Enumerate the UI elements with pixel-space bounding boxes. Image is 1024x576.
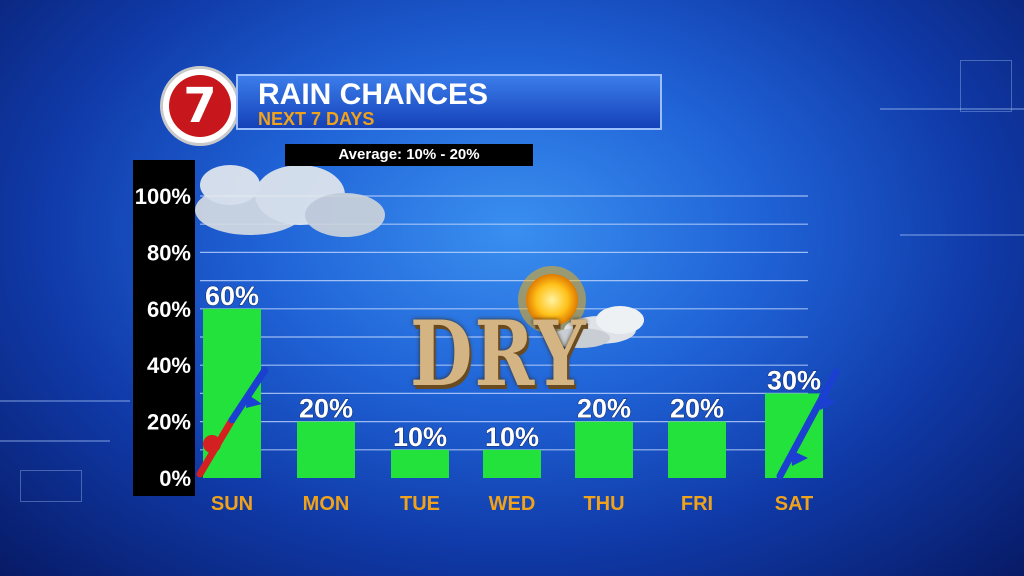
page-subtitle: NEXT 7 DAYS: [258, 109, 375, 129]
day-label: THU: [583, 493, 624, 515]
y-tick-label: 100%: [135, 184, 191, 209]
value-label: 20%: [299, 394, 353, 424]
dry-label: DRY: [410, 300, 588, 407]
page-title: RAIN CHANCES: [258, 78, 489, 111]
value-label: 60%: [205, 281, 259, 311]
value-label: 20%: [577, 394, 631, 424]
cold-front-arrow-icon: [776, 368, 840, 480]
background-deco-line: [0, 440, 110, 442]
day-label: SAT: [775, 493, 814, 515]
y-tick-label: 80%: [147, 240, 191, 265]
day-label: MON: [303, 493, 350, 515]
day-label: TUE: [400, 493, 440, 515]
average-label: Average: 10% - 20%: [285, 144, 533, 166]
sun-cloud-icon: [518, 266, 644, 348]
value-label: 20%: [670, 394, 724, 424]
cloud-icon: [195, 165, 385, 237]
background-deco-line: [0, 400, 130, 402]
value-label: 10%: [393, 422, 447, 452]
background-deco-line: [880, 108, 1024, 110]
bar-mon: [297, 421, 355, 478]
y-tick-label: 0%: [159, 466, 191, 491]
y-axis-panel: [133, 160, 195, 496]
background-deco-box: [20, 470, 82, 502]
bar-thu: [575, 421, 633, 478]
day-label: SUN: [211, 493, 253, 515]
day-label: FRI: [681, 493, 713, 515]
warm-front-arrow-icon: [196, 366, 269, 478]
y-tick-label: 40%: [147, 353, 191, 378]
value-label: 30%: [767, 365, 821, 395]
title-banner: RAIN CHANCES NEXT 7 DAYS: [236, 74, 662, 130]
y-tick-label: 60%: [147, 297, 191, 322]
y-tick-label: 20%: [147, 410, 191, 435]
station-logo-number: 7: [169, 75, 231, 137]
bar-tue: [391, 449, 449, 478]
day-label: WED: [489, 493, 536, 515]
background-deco-box: [960, 60, 1012, 112]
station-logo: 7: [160, 66, 240, 146]
bar-wed: [483, 449, 541, 478]
bar-fri: [668, 421, 726, 478]
value-label: 10%: [485, 422, 539, 452]
background-deco-line: [900, 234, 1024, 236]
